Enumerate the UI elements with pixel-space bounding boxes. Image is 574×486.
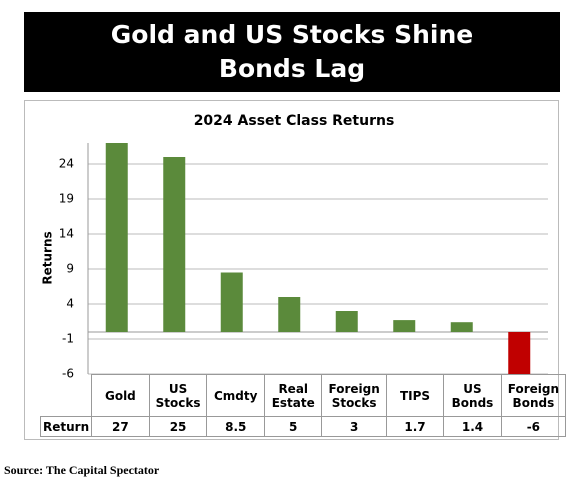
x-tick-label: Gold [91, 374, 150, 417]
x-tick-label: Cmdty [206, 374, 265, 417]
data-label: 5 [263, 416, 323, 437]
x-tick-label: TIPS [385, 374, 445, 417]
bar [450, 322, 473, 332]
y-tick-label: 14 [59, 227, 74, 241]
header-line: Bonds Lag [218, 54, 366, 83]
chart-title: 2024 Asset Class Returns [194, 113, 395, 129]
x-tick-label: Real Estate [263, 374, 323, 417]
header: Gold and US Stocks Shine Bonds Lag [24, 12, 560, 92]
y-tick-label: -1 [62, 332, 74, 346]
corner-cell [41, 375, 92, 417]
data-label: 25 [148, 416, 208, 437]
x-tick-label: US Stocks [148, 374, 208, 417]
value-row: Return 27 25 8.5 5 3 1.7 1.4 -6 [39, 416, 567, 437]
row-label: Return [39, 416, 93, 437]
bar [105, 143, 128, 332]
bar [278, 297, 301, 332]
x-tick-label: US Bonds [443, 374, 502, 417]
data-label: -6 [500, 416, 567, 437]
chart-frame [24, 100, 559, 440]
y-tick-label: -6 [62, 367, 74, 381]
y-axis-label: Returns [41, 231, 55, 284]
x-tick-label: Foreign Bonds [500, 374, 567, 417]
bar [335, 311, 358, 332]
bar [508, 332, 531, 374]
data-label: 1.4 [443, 416, 502, 437]
y-tick-label: 19 [59, 192, 74, 206]
bar [220, 272, 243, 332]
bar [163, 157, 186, 332]
x-tick-label: Foreign Stocks [321, 374, 387, 417]
data-label: 3 [321, 416, 387, 437]
header-line: Gold and US Stocks Shine [110, 20, 474, 49]
data-label: 1.7 [385, 416, 445, 437]
bar [393, 320, 416, 332]
data-label: 8.5 [206, 416, 265, 437]
y-tick-label: 4 [66, 297, 74, 311]
source: Source: The Capital Spectator [4, 463, 160, 477]
data-label: 27 [91, 416, 150, 437]
y-tick-label: 24 [59, 157, 74, 171]
y-tick-label: 9 [66, 262, 74, 276]
category-row: Gold US Stocks Cmdty Real Estate Foreign Sto… [41, 374, 567, 417]
data-table: Gold US Stocks Cmdty Real Estate Foreign Sto… [39, 374, 567, 437]
